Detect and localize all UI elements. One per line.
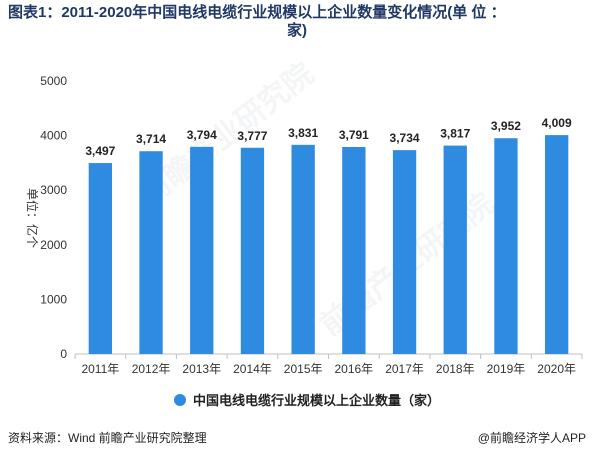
y-tick-label: 5000 — [40, 74, 67, 88]
bar — [443, 145, 467, 354]
y-tick-label: 2000 — [40, 238, 67, 252]
legend: 中国电线电缆行业规模以上企业数量（家） — [174, 393, 440, 408]
bars — [88, 135, 569, 354]
bar-data-label: 3,734 — [390, 131, 420, 145]
chart-title: 图表1：2011-2020年中国电线电缆行业规模以上企业数量变化情况(单 位 ：… — [8, 4, 586, 40]
source-note: 资料来源：Wind 前瞻产业研究院整理 — [8, 431, 207, 445]
x-tick-label: 2015年 — [284, 362, 323, 376]
y-tick-label: 4000 — [40, 129, 67, 143]
x-axis: 2011年 2012年 2013年 2014年 2015年 2016年 2017年 2018年… — [74, 353, 583, 376]
x-tick-label: 2013年 — [182, 362, 221, 376]
bar-data-label: 3,952 — [491, 119, 521, 133]
bar — [494, 138, 518, 354]
bar-data-label: 3,791 — [339, 128, 369, 142]
x-tick-label: 2017年 — [385, 362, 424, 376]
bar-data-label: 3,817 — [440, 127, 470, 141]
y-tick-label: 0 — [60, 347, 67, 361]
legend-label: 中国电线电缆行业规模以上企业数量（家） — [193, 393, 440, 408]
x-tick-label: 2020年 — [537, 362, 576, 376]
x-tick-label: 2018年 — [436, 362, 475, 376]
brand-note: @前瞻经济学人APP — [477, 431, 586, 445]
bar-data-label: 3,497 — [85, 144, 115, 158]
y-tick-label: 3000 — [40, 183, 67, 197]
legend-marker — [174, 394, 186, 406]
bar — [392, 150, 417, 354]
bar — [544, 135, 569, 354]
y-tick-label: 1000 — [40, 292, 67, 306]
y-axis: 0 1000 2000 3000 4000 5000 — [40, 74, 67, 361]
x-tick-label: 2014年 — [233, 362, 272, 376]
bar — [139, 151, 163, 354]
bar — [342, 147, 366, 354]
bar — [240, 147, 265, 354]
x-tick-label: 2016年 — [334, 362, 373, 376]
bar — [190, 146, 214, 354]
bar-data-label: 3,794 — [187, 128, 217, 142]
y-axis-label: 单位：亿个 — [25, 188, 40, 248]
bar — [291, 144, 315, 354]
x-tick-label: 2019年 — [487, 362, 526, 376]
bar-data-label: 4,009 — [542, 116, 572, 130]
chart-title-line-2: 家) — [287, 22, 307, 39]
x-tick-label: 2011年 — [81, 362, 119, 376]
bar-data-label: 3,831 — [288, 126, 318, 140]
chart-title-line-1: 图表1：2011-2020年中国电线电缆行业规模以上企业数量变化情况(单 位 ： — [8, 4, 506, 21]
bar — [88, 163, 113, 354]
x-tick-label: 2012年 — [132, 362, 171, 376]
bar-data-label: 3,714 — [136, 132, 166, 146]
bar-labels: 3,497 3,714 3,794 3,777 3,831 3,791 3,734 3,817… — [85, 116, 572, 158]
bar-data-label: 3,777 — [237, 129, 267, 143]
